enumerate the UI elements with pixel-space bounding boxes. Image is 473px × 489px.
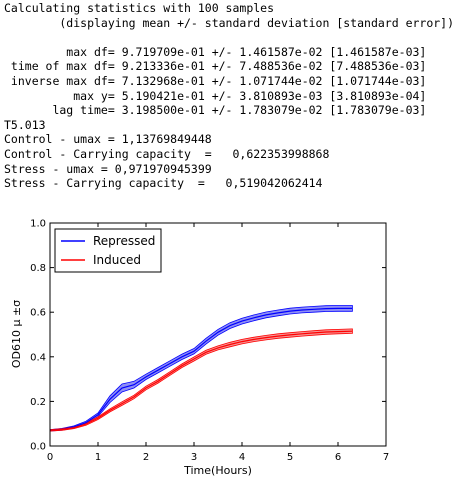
y-tick-label: 0.4 xyxy=(30,352,46,363)
x-tick-label: 5 xyxy=(287,452,293,463)
y-tick-label: 1.0 xyxy=(30,219,46,230)
y-tick-label: 0.8 xyxy=(30,263,46,274)
x-tick-label: 2 xyxy=(143,452,149,463)
x-tick-label: 1 xyxy=(95,452,101,463)
console-line: lag time= 3.198500e-01 +/- 1.783079e-02 … xyxy=(4,103,427,118)
console-line: (displaying mean +/- standard deviation … xyxy=(4,15,455,30)
legend: Repressed Induced xyxy=(54,228,162,273)
console-line: time of max df= 9.213336e-01 +/- 7.48853… xyxy=(4,59,427,74)
x-tick-label: 3 xyxy=(191,452,197,463)
x-axis-label: Time(Hours) xyxy=(183,464,252,477)
console-line: Stress - Carrying capacity = 0,519042062… xyxy=(4,176,323,191)
console-line: inverse max df= 7.132968e-01 +/- 1.07174… xyxy=(4,73,427,88)
console-line: Control - umax = 1,13769849448 xyxy=(4,132,212,147)
x-tick-label: 7 xyxy=(383,452,389,463)
console-line: Control - Carrying capacity = 0,62235399… xyxy=(4,146,330,161)
x-tick-label: 4 xyxy=(239,452,245,463)
std-band-induced xyxy=(49,328,353,432)
plot-area-frame xyxy=(49,222,387,447)
std-band-repressed xyxy=(49,305,353,432)
mean-line-induced xyxy=(49,330,353,431)
console-output: Calculating statistics with 100 samples … xyxy=(4,1,454,191)
legend-box xyxy=(54,228,162,273)
x-tick-label: 6 xyxy=(335,452,341,463)
mean-line-repressed xyxy=(49,307,353,431)
legend-label-repressed: Repressed xyxy=(93,234,155,248)
y-tick-label: 0.6 xyxy=(30,308,46,319)
y-tick-label: 0.2 xyxy=(30,397,46,408)
console-line: Stress - umax = 0,971970945399 xyxy=(4,161,212,176)
console-line: Calculating statistics with 100 samples xyxy=(4,1,275,15)
y-tick-label: 0.0 xyxy=(30,442,46,453)
x-tick-label: 0 xyxy=(47,452,53,463)
y-axis-label: OD610 μ ±σ xyxy=(10,300,23,368)
console-line: max y= 5.190421e-01 +/- 3.810893e-03 [3.… xyxy=(4,88,427,103)
legend-label-induced: Induced xyxy=(93,253,141,267)
console-line: max df= 9.719709e-01 +/- 1.461587e-02 [1… xyxy=(4,44,427,59)
console-line: T5.013 xyxy=(4,117,46,132)
